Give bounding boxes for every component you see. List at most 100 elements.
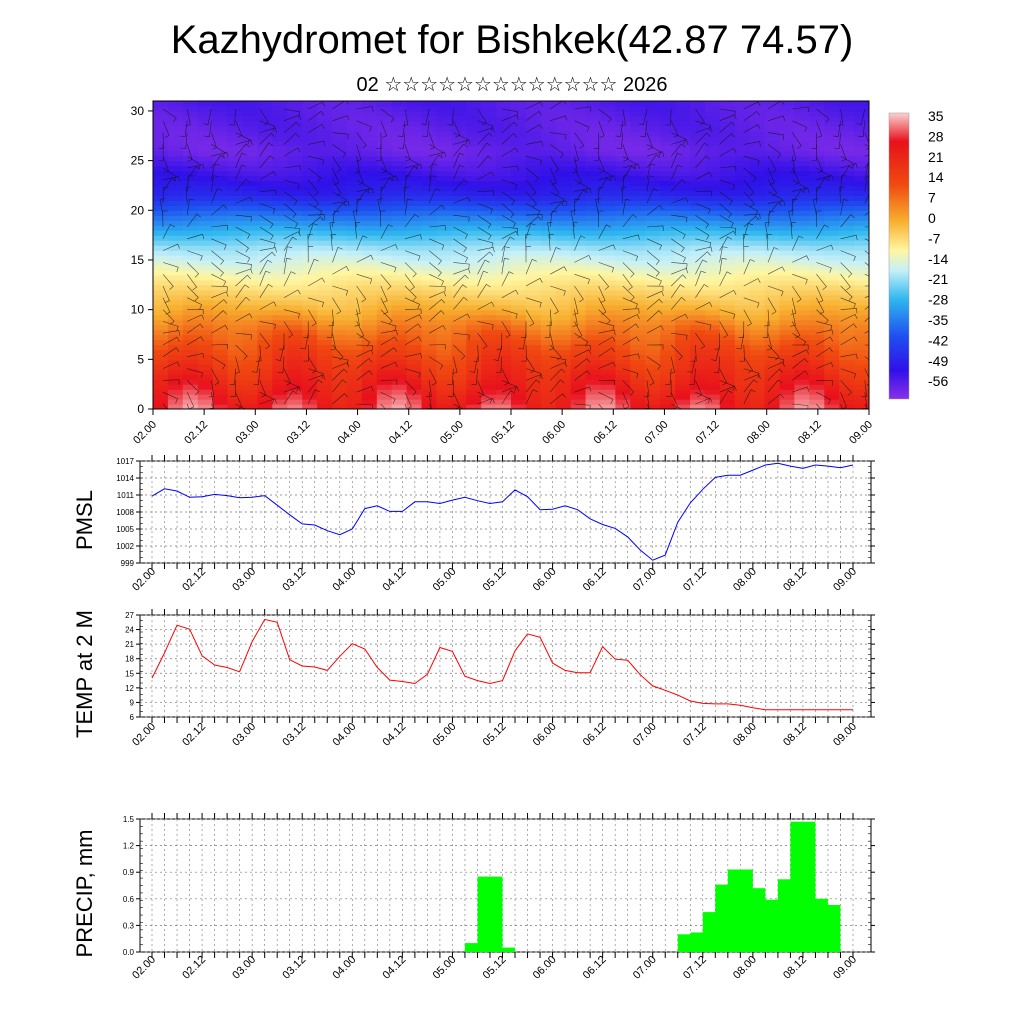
wind-barb [598, 321, 615, 331]
field-cell [675, 374, 691, 380]
field-cell [257, 374, 273, 380]
wind-barb [356, 321, 365, 339]
wind-barb [211, 163, 220, 180]
field-cell [406, 215, 423, 221]
field-cell [346, 260, 363, 266]
wind-barb [792, 332, 807, 347]
wind-barb [259, 398, 277, 405]
field-cell [346, 170, 363, 177]
field-cell [585, 379, 602, 385]
field-cell [391, 215, 408, 221]
field-cell [182, 220, 199, 226]
field-cell [734, 155, 751, 162]
field-cell [600, 260, 616, 266]
field-cell [794, 160, 810, 167]
wind-barb [670, 392, 679, 409]
wind-barb [162, 330, 180, 336]
field-cell [570, 304, 587, 311]
field-cell [272, 329, 288, 336]
field-cell [361, 101, 378, 107]
field-cell [153, 106, 169, 112]
field-cell [317, 155, 333, 162]
field-cell [391, 140, 408, 147]
field-cell [719, 394, 736, 400]
wind-barb [453, 120, 461, 138]
field-cell [794, 369, 810, 375]
wind-barb [501, 258, 510, 275]
field-cell [436, 220, 452, 226]
field-cell [615, 399, 631, 405]
field-cell [764, 135, 781, 142]
field-cell [615, 175, 631, 182]
field-cell [421, 344, 437, 350]
wind-barb [816, 210, 822, 228]
field-cell [749, 394, 766, 400]
wind-barb [307, 356, 317, 374]
field-cell [645, 190, 661, 196]
field-cell [824, 140, 840, 147]
field-cell [779, 379, 795, 385]
x-tick-label: 02.00 [131, 419, 159, 447]
wind-barb [251, 356, 261, 373]
wind-barb [447, 368, 454, 385]
field-cell [511, 379, 527, 385]
field-cell [824, 329, 840, 336]
field-cell [317, 359, 333, 365]
field-cell [734, 185, 751, 192]
field-cell [824, 170, 840, 177]
field-cell [764, 205, 781, 211]
field-cell [227, 344, 244, 350]
field-cell [540, 245, 557, 251]
field-cell [600, 304, 616, 311]
field-cell [690, 210, 706, 216]
field-cell [212, 294, 229, 301]
field-cell [242, 264, 258, 271]
field-cell [540, 339, 557, 346]
field-cell [525, 329, 542, 336]
field-cell [317, 329, 333, 336]
wind-barb [332, 101, 349, 110]
wind-barb [404, 353, 422, 359]
field-cell [779, 101, 795, 107]
field-cell [600, 399, 616, 405]
field-cell [660, 334, 676, 341]
field-cell [779, 215, 795, 221]
wind-barb [840, 262, 853, 278]
field-cell [615, 220, 631, 226]
field-cell [391, 170, 408, 177]
field-cell [421, 404, 437, 409]
field-cell [600, 369, 616, 375]
field-cell [734, 374, 751, 380]
field-cell [376, 379, 393, 385]
field-cell [272, 260, 288, 266]
field-cell [287, 110, 303, 117]
field-cell [346, 314, 363, 321]
colorbar-label: -21 [928, 271, 948, 287]
wind-barb [380, 224, 393, 239]
field-cell [391, 369, 408, 375]
field-cell [675, 304, 691, 311]
x-tick-label: 09.00 [831, 566, 859, 594]
field-cell [496, 319, 512, 326]
wind-barb [404, 213, 419, 228]
field-cell [645, 349, 661, 355]
field-cell [734, 101, 751, 107]
wind-barb [162, 224, 175, 239]
field-cell [391, 250, 408, 256]
field-cell [332, 115, 348, 122]
field-cell [436, 140, 452, 147]
field-cell [287, 329, 303, 336]
field-cell [153, 160, 169, 167]
field-cell [675, 240, 691, 246]
field-cell [690, 329, 706, 336]
field-cell [212, 115, 229, 122]
field-cell [839, 349, 855, 355]
field-cell [555, 399, 572, 405]
field-cell [167, 160, 184, 167]
field-cell [496, 245, 512, 251]
field-cell [466, 170, 482, 177]
field-cell [570, 314, 587, 321]
field-cell [451, 115, 467, 122]
field-cell [421, 235, 437, 241]
field-cell [585, 215, 602, 221]
